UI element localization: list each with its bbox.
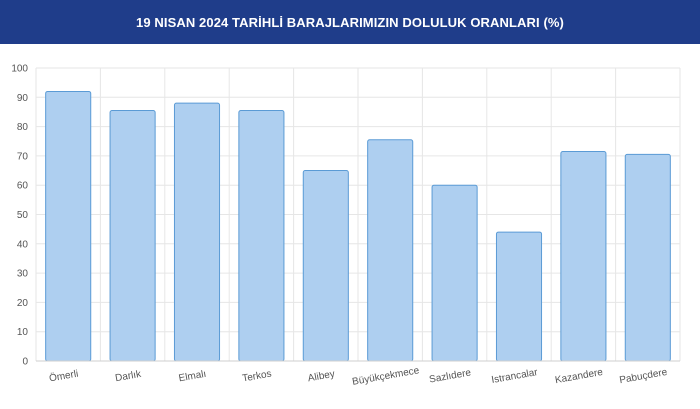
y-tick-label: 80 [17, 122, 29, 133]
bar-chart: 0 10 20 30 40 50 60 70 80 90 100 Ömerli Darlık Elmalı… [11, 64, 681, 388]
bar-alibey [302, 170, 349, 362]
y-tick-label: 50 [17, 210, 29, 221]
y-tick-label: 60 [17, 181, 29, 192]
bar-elmalı [173, 102, 221, 362]
bar-kazandere [560, 151, 607, 362]
bar-pabuçdere [624, 153, 671, 362]
y-tick-label: 90 [17, 93, 29, 104]
x-tick-label: Alibey [307, 369, 336, 385]
x-tick-label: Pabuçdere [619, 367, 669, 386]
x-tick-label: Istrancalar [491, 367, 540, 386]
bar-ömerli [45, 90, 92, 362]
bar-terkos [238, 109, 285, 362]
x-tick-label: Elmalı [178, 369, 207, 385]
chart-title: 19 NISAN 2024 TARİHLİ BARAJLARIMIZIN DOL… [136, 14, 564, 30]
x-tick-label: Sazlıdere [428, 367, 472, 385]
bar-büyükçekmece [367, 139, 414, 362]
bar-darlık [109, 109, 156, 362]
y-tick-label: 10 [17, 327, 29, 338]
y-tick-label: 30 [17, 269, 29, 280]
x-tick-label: Büyükçekmece [351, 365, 420, 388]
bar-sazlıdere [431, 184, 478, 362]
y-tick-label: 100 [11, 64, 28, 75]
chart-header: 19 NISAN 2024 TARİHLİ BARAJLARIMIZIN DOL… [0, 0, 700, 44]
y-tick-label: 0 [22, 357, 28, 368]
x-tick-label: Ömerli [48, 368, 79, 385]
y-tick-label: 20 [17, 298, 29, 309]
y-tick-label: 40 [17, 239, 29, 250]
bar-istrancalar [495, 231, 543, 362]
chart-area: 0 10 20 30 40 50 60 70 80 90 100 Ömerli Darlık Elmalı… [0, 44, 700, 409]
y-tick-label: 70 [17, 151, 29, 162]
x-tick-label: Terkos [242, 369, 273, 385]
x-tick-label: Darlık [114, 369, 143, 385]
x-tick-label: Kazandere [554, 367, 604, 386]
